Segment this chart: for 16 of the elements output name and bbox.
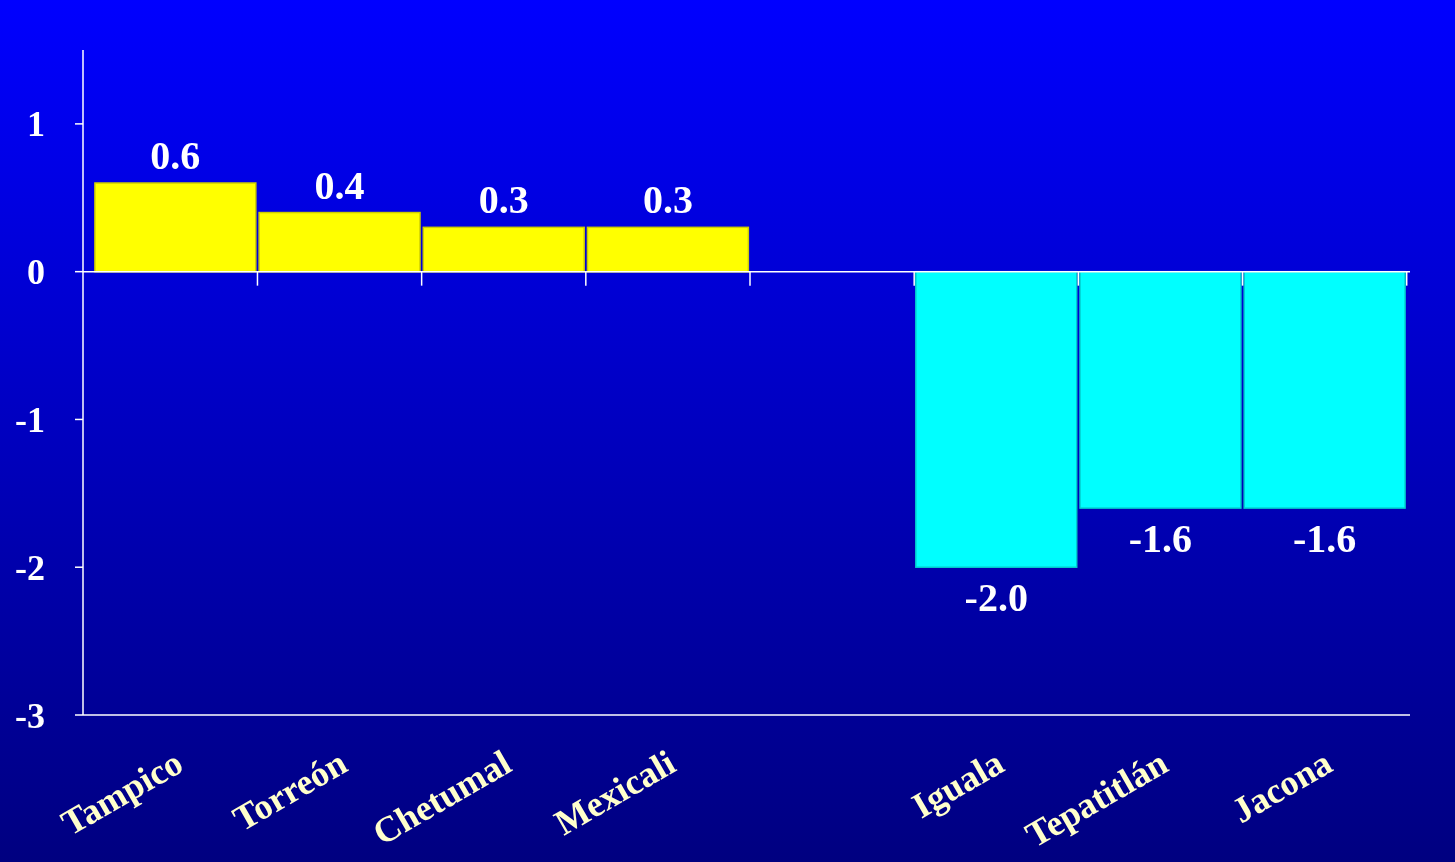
data-label: 0.3: [478, 177, 529, 223]
x-tick-label: Iguala: [905, 742, 1011, 826]
y-tick-label: 1: [27, 104, 45, 145]
data-label: 0.6: [150, 133, 201, 178]
y-tick-label: -2: [15, 547, 45, 588]
bar: [422, 226, 585, 273]
data-label: 0.3: [642, 177, 693, 223]
bar: [915, 270, 1078, 568]
bar: [586, 226, 750, 273]
data-label: -1.6: [1292, 516, 1357, 562]
y-tick-label: -1: [15, 400, 45, 441]
data-label: -1.6: [1128, 516, 1193, 562]
data-label: 0.4: [314, 162, 365, 208]
y-tick-label: -3: [15, 695, 45, 736]
data-label: -2.0: [964, 575, 1028, 621]
y-tick-label: 0: [27, 252, 45, 293]
